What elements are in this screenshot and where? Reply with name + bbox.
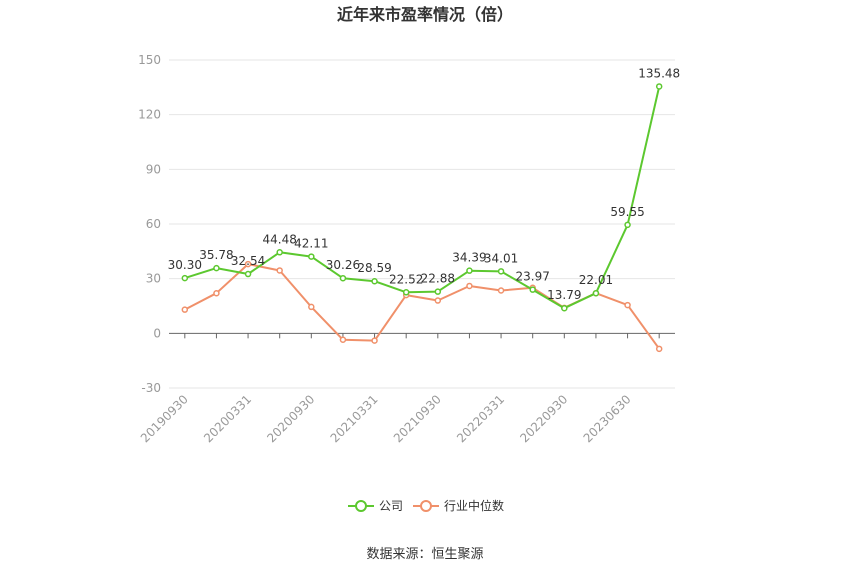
chart-title: 近年来市盈率情况（倍） [337, 5, 513, 24]
legend-label: 公司 [379, 499, 403, 513]
series-line-company [184, 86, 661, 310]
x-tick-label: 20200331 [201, 392, 254, 445]
data-point [655, 345, 663, 353]
y-tick-label: 90 [146, 162, 161, 176]
grid-lines [169, 59, 675, 389]
legend-marker [355, 500, 367, 512]
x-tick-label: 20200930 [264, 392, 317, 445]
x-tick-label: 20210930 [391, 392, 444, 445]
x-tick-label: 20210331 [328, 392, 381, 445]
y-tick-label: 30 [146, 272, 161, 286]
legend-item-industry[interactable]: 行业中位数 [413, 498, 504, 513]
data-label: 30.26 [326, 258, 360, 272]
data-point [181, 306, 189, 313]
y-tick-label: -30 [141, 381, 161, 395]
data-label: 59.55 [610, 205, 644, 219]
data-label: 23.97 [516, 270, 550, 284]
data-point [466, 282, 473, 290]
series-group [181, 83, 663, 353]
data-label: 22.52 [389, 272, 423, 286]
y-axis: -30 0 30 60 90 120 150 [138, 53, 161, 395]
data-point [308, 253, 315, 260]
x-axis: 20190930 20200331 20200930 20210331 20210930… [138, 332, 675, 445]
data-label: 32.54 [231, 254, 265, 268]
legend-label: 行业中位数 [444, 498, 504, 513]
data-point [276, 249, 283, 256]
legend-marker [420, 500, 432, 512]
data-point [529, 286, 536, 293]
data-point [561, 304, 568, 312]
legend[interactable]: 公司 行业中位数 [348, 498, 504, 513]
source-note: 数据来源：恒生聚源 [366, 547, 483, 562]
data-point [371, 277, 378, 285]
data-label: 135.48 [638, 66, 680, 80]
y-tick-label: 120 [138, 108, 161, 122]
data-point [402, 289, 410, 296]
data-point [213, 264, 220, 272]
x-tick-label: 20220331 [454, 392, 507, 445]
data-point [213, 289, 220, 297]
data-point [339, 274, 347, 282]
data-point [244, 260, 252, 268]
y-tick-label: 150 [138, 53, 161, 67]
y-tick-label: 0 [153, 326, 161, 340]
data-point [497, 268, 505, 275]
data-label: 22.88 [421, 272, 455, 286]
data-label: 42.11 [294, 237, 328, 251]
data-label: 22.01 [579, 273, 613, 287]
data-point [276, 267, 283, 274]
x-tick-label: 20230630 [581, 392, 634, 445]
data-point [371, 337, 378, 344]
y-tick-label: 60 [146, 217, 161, 231]
x-tick-label: 20190930 [138, 392, 191, 445]
data-label: 44.48 [263, 232, 297, 246]
data-point [434, 288, 442, 295]
data-point [244, 270, 252, 278]
legend-item-company[interactable]: 公司 [348, 499, 403, 513]
data-point [181, 274, 189, 282]
data-label: 30.30 [168, 258, 202, 272]
data-point [624, 221, 631, 229]
data-point [497, 287, 505, 294]
data-point [308, 303, 315, 311]
data-point [624, 301, 631, 309]
data-point [434, 297, 442, 304]
data-point [466, 267, 473, 274]
data-label: 35.78 [199, 248, 233, 262]
x-tick-label: 20220930 [517, 392, 570, 445]
data-label: 34.39 [452, 251, 486, 265]
data-label: 34.01 [484, 251, 518, 265]
data-label: 28.59 [357, 261, 391, 275]
data-point [339, 336, 347, 343]
data-label: 13.79 [547, 288, 581, 302]
data-point [655, 83, 663, 90]
data-point [592, 289, 600, 297]
